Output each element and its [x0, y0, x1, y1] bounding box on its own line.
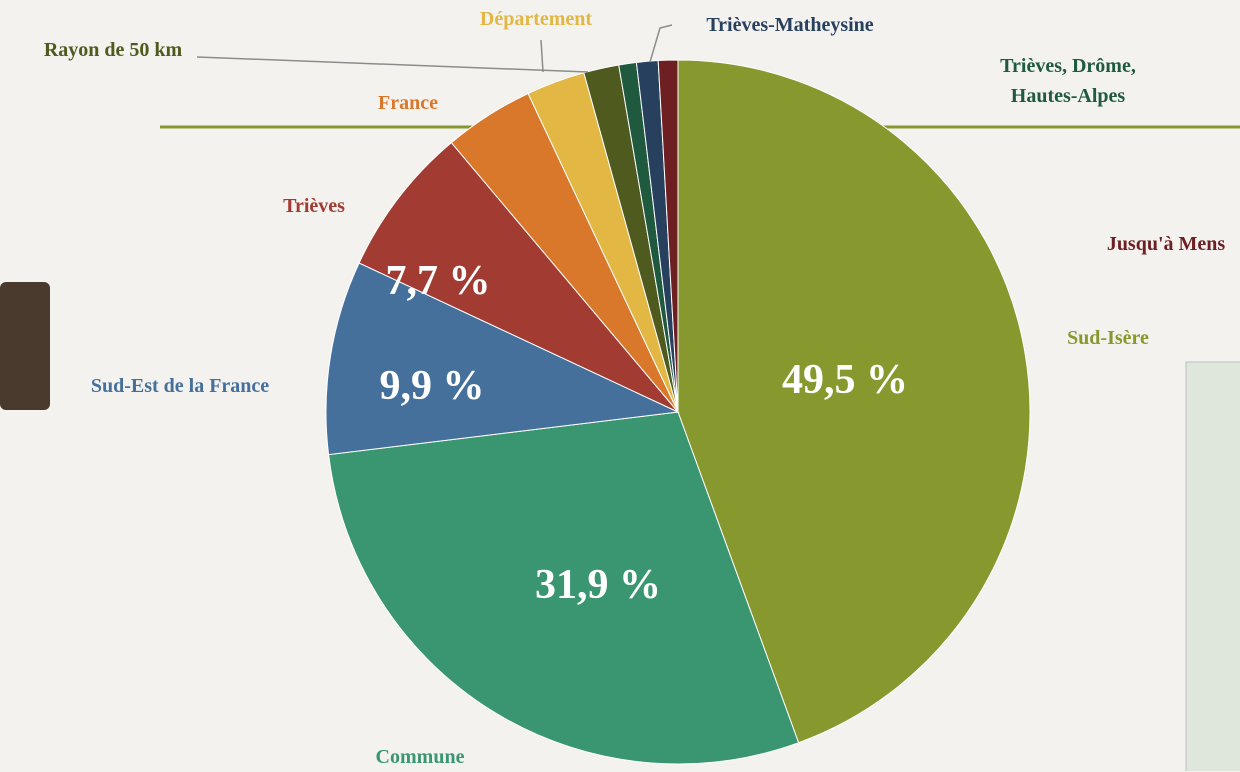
category-label: Trièves [283, 191, 345, 221]
category-label: Sud-Isère [1067, 323, 1149, 353]
category-label: Trièves, Drôme, Hautes-Alpes [978, 51, 1158, 111]
data-label: 49,5 % [782, 356, 908, 404]
decor-bar [0, 282, 50, 410]
category-label: Commune [376, 742, 465, 772]
leader-line [197, 57, 588, 72]
leader-line [650, 25, 672, 62]
leader-line [541, 40, 543, 72]
category-label: Département [480, 4, 592, 34]
data-label: 7,7 % [386, 257, 491, 305]
category-label: Sud-Est de la France [91, 371, 269, 401]
data-label: 31,9 % [535, 561, 661, 609]
category-label: Rayon de 50 km [44, 35, 182, 65]
category-label: Jusqu'à Mens [1107, 229, 1225, 259]
category-label: France [378, 88, 438, 118]
slide: (() => { const data = JSON.parse(documen… [0, 0, 1240, 771]
data-label: 9,9 % [380, 362, 485, 410]
map-image [1186, 362, 1240, 771]
category-label: Trièves-Matheysine [706, 10, 873, 40]
